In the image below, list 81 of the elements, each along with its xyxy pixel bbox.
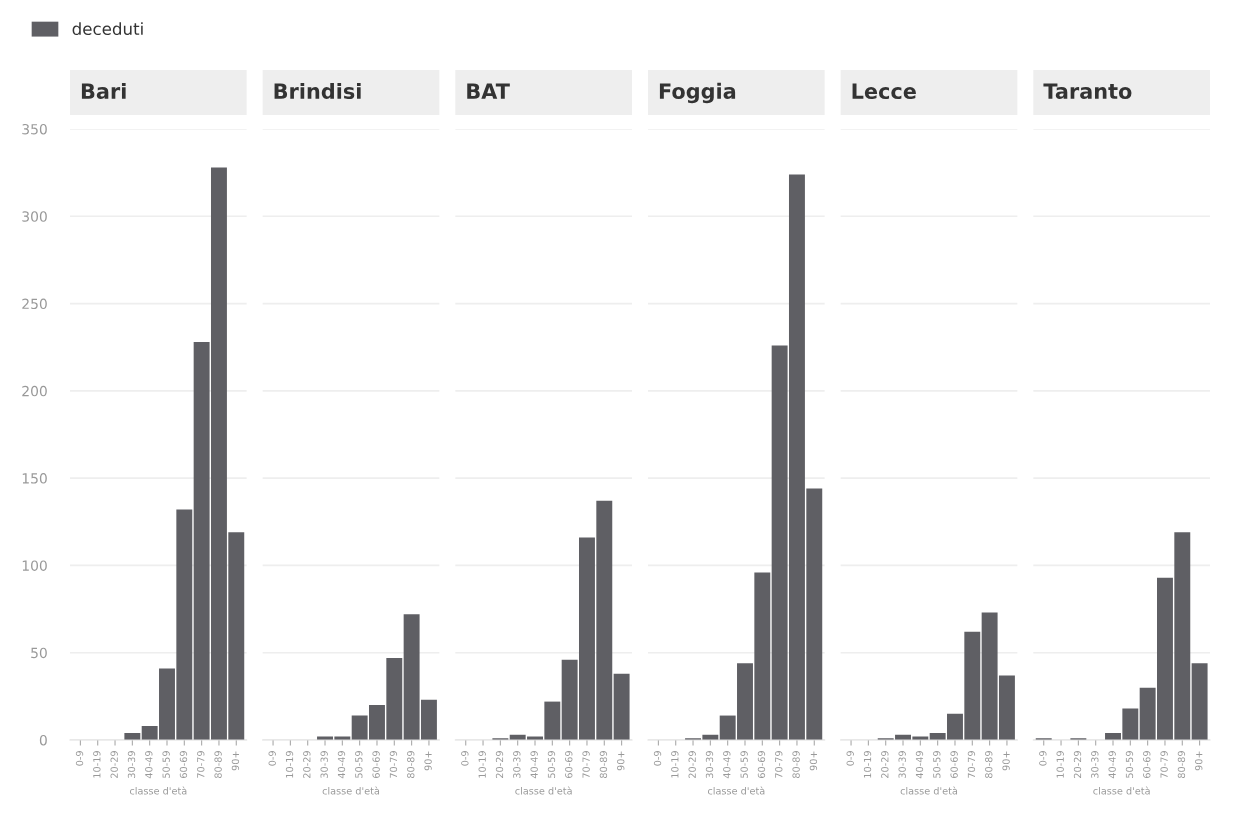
- x-axis-title: classe d'età: [1093, 786, 1150, 795]
- x-tick-label: 70-79: [389, 751, 398, 778]
- chart-title: BAT: [467, 83, 510, 99]
- x-tick-label: 40-49: [915, 751, 924, 779]
- x-axis-title: classe d'età: [900, 786, 958, 795]
- x-tick-label: 40-49: [723, 751, 731, 779]
- x-tick-label: 70-79: [582, 751, 590, 778]
- x-tick-label: 90+: [1195, 751, 1203, 771]
- y-tick-label: 300: [22, 211, 47, 222]
- x-tick-label: 50-59: [162, 751, 170, 778]
- x-tick-label: 0-9: [846, 751, 854, 766]
- x-tick-label: 70-79: [967, 751, 976, 778]
- x-tick-label: 60-69: [565, 751, 573, 778]
- x-tick-label: 70-79: [197, 751, 205, 778]
- chart-title: Taranto: [1043, 83, 1132, 100]
- x-tick-label: 40-49: [1108, 751, 1116, 779]
- x-tick-label: 60-69: [950, 751, 958, 778]
- x-tick-label: 60-69: [1143, 751, 1151, 778]
- x-tick-label: 20-29: [1073, 751, 1082, 778]
- x-tick-label: 40-49: [530, 751, 538, 779]
- x-tick-label: 0-9: [75, 751, 84, 766]
- x-tick-label: 80-89: [1177, 751, 1186, 779]
- x-tick-label: 50-59: [740, 751, 748, 778]
- y-tick-label: 50: [31, 647, 47, 659]
- x-tick-label: 50-59: [933, 751, 941, 778]
- x-tick-label: 80-89: [407, 751, 415, 779]
- chart-title: Foggia: [659, 82, 736, 104]
- x-tick-label: 20-29: [303, 751, 311, 778]
- y-tick-label: 0: [39, 734, 47, 746]
- x-tick-label: 30-39: [127, 751, 136, 778]
- legend-label: deceduti: [72, 22, 143, 36]
- x-tick-label: 90+: [809, 751, 818, 771]
- x-tick-label: 0-9: [268, 751, 276, 766]
- x-axis-title: classe d'età: [129, 786, 187, 795]
- x-tick-label: 30-39: [705, 751, 714, 778]
- x-tick-label: 30-39: [898, 751, 906, 778]
- x-tick-label: 50-59: [355, 751, 363, 778]
- x-tick-label: 10-19: [478, 751, 486, 778]
- y-tick-label: 250: [22, 298, 47, 310]
- x-axis-title: classe d'età: [322, 786, 380, 795]
- x-tick-label: 90+: [424, 751, 432, 771]
- x-tick-label: 60-69: [372, 751, 380, 778]
- x-tick-label: 70-79: [775, 751, 783, 778]
- chart-title: Brindisi: [274, 82, 361, 100]
- x-tick-label: 10-19: [93, 751, 101, 778]
- x-tick-label: 90+: [1002, 751, 1010, 771]
- x-tick-label: 10-19: [671, 751, 679, 778]
- x-tick-label: 30-39: [1091, 751, 1099, 778]
- x-tick-label: 50-59: [547, 751, 556, 778]
- x-tick-label: 80-89: [985, 751, 993, 779]
- x-axis-title: classe d'età: [707, 786, 765, 795]
- x-tick-label: 60-69: [179, 751, 188, 778]
- y-tick-label: 150: [22, 473, 47, 484]
- x-tick-label: 10-19: [863, 751, 872, 778]
- x-tick-label: 80-89: [599, 751, 608, 779]
- x-tick-label: 20-29: [110, 751, 118, 778]
- x-tick-label: 90+: [617, 751, 625, 771]
- x-tick-label: 40-49: [145, 751, 153, 779]
- x-tick-label: 50-59: [1125, 751, 1134, 778]
- x-tick-label: 40-49: [337, 751, 346, 779]
- chart-title: Bari: [81, 82, 126, 100]
- x-tick-label: 60-69: [757, 751, 766, 778]
- x-tick-label: 20-29: [881, 751, 889, 778]
- x-tick-label: 0-9: [461, 751, 469, 766]
- chart-title: Lecce: [852, 83, 916, 100]
- x-tick-label: 10-19: [285, 751, 294, 778]
- x-tick-label: 20-29: [495, 751, 504, 778]
- x-tick-label: 80-89: [214, 751, 222, 779]
- x-tick-label: 0-9: [1039, 751, 1047, 766]
- x-tick-label: 30-39: [513, 751, 521, 778]
- y-tick-label: 200: [22, 385, 47, 397]
- x-tick-label: 20-29: [688, 751, 696, 778]
- x-tick-label: 0-9: [653, 751, 662, 766]
- x-tick-label: 70-79: [1160, 751, 1168, 778]
- x-axis-title: classe d'età: [515, 786, 572, 795]
- y-tick-label: 350: [22, 123, 47, 135]
- x-tick-label: 90+: [231, 751, 240, 771]
- x-tick-label: 10-19: [1056, 751, 1064, 778]
- x-tick-label: 30-39: [320, 751, 328, 778]
- x-tick-label: 80-89: [792, 751, 800, 779]
- y-tick-label: 100: [22, 560, 47, 571]
